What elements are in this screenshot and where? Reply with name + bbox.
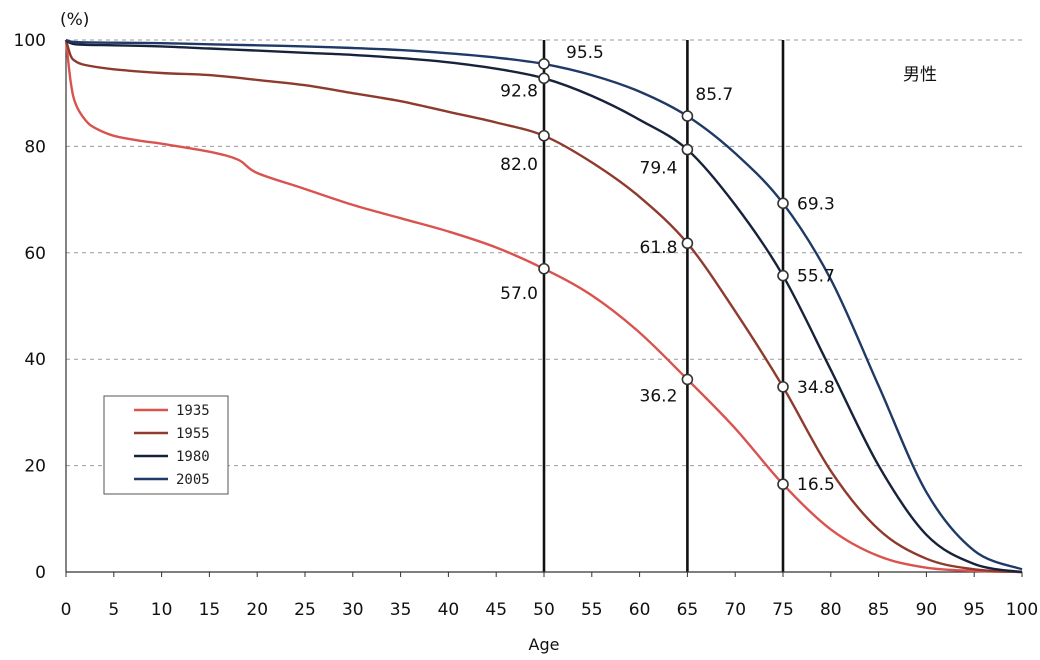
y-tick-label: 20	[24, 457, 46, 477]
x-tick-label: 10	[151, 600, 173, 620]
data-label: 92.8	[500, 81, 538, 101]
legend-label-1980: 1980	[176, 449, 210, 465]
panel-label: 男性	[903, 65, 937, 85]
data-label: 69.3	[797, 194, 835, 214]
annotation-labels: 95.5 92.8 82.0 57.0 85.7 79.4 61.8 36.2 69.3 55.7…	[500, 43, 835, 495]
x-tick-label: 35	[390, 600, 412, 620]
data-label: 57.0	[500, 284, 538, 304]
y-unit-label: (%)	[60, 10, 89, 30]
point-marker	[777, 269, 789, 282]
y-tick-label: 60	[24, 244, 46, 264]
x-tick-label: 45	[485, 600, 507, 620]
x-tick-label: 55	[581, 600, 603, 620]
series-line-1935	[64, 39, 1023, 574]
x-ticks: 0 5 10 15 20 25 30 35 40 45 50 55 60 65 70 75 80 85 90 95 10…	[61, 572, 1038, 620]
x-tick-label: 40	[438, 600, 460, 620]
x-tick-label: 50	[533, 600, 555, 620]
y-tick-label: 0	[35, 563, 46, 583]
data-label: 36.2	[640, 386, 678, 406]
x-tick-label: 100	[1006, 600, 1038, 620]
x-tick-label: 20	[246, 600, 268, 620]
x-tick-label: 85	[868, 600, 890, 620]
point-marker	[538, 262, 550, 275]
x-tick-label: 70	[724, 600, 746, 620]
data-label: 16.5	[797, 475, 835, 495]
y-tick-label: 100	[14, 31, 46, 51]
legend-items: 1935 1955 1980 2005	[134, 403, 210, 488]
legend-label-2005: 2005	[176, 472, 210, 488]
point-marker	[681, 237, 694, 250]
data-label: 34.8	[797, 378, 835, 398]
x-tick-label: 80	[820, 600, 842, 620]
data-label: 55.7	[797, 267, 835, 287]
point-marker	[681, 110, 694, 122]
data-label: 61.8	[640, 238, 678, 258]
x-tick-label: 95	[963, 600, 985, 620]
x-tick-label: 90	[916, 600, 938, 620]
data-label: 82.0	[500, 155, 538, 175]
annotation-markers	[538, 58, 789, 491]
legend: 1935 1955 1980 2005	[103, 395, 229, 495]
point-marker	[538, 129, 550, 142]
x-tick-label: 65	[677, 600, 699, 620]
y-tick-label: 80	[24, 137, 46, 157]
x-tick-label: 15	[199, 600, 221, 620]
point-marker	[538, 72, 550, 85]
data-label: 95.5	[566, 43, 604, 63]
y-tick-label: 40	[24, 350, 46, 370]
series-line-1955	[64, 39, 1023, 574]
x-tick-label: 75	[772, 600, 794, 620]
point-marker	[681, 373, 694, 386]
legend-label-1955: 1955	[176, 426, 210, 442]
x-tick-label: 5	[108, 600, 119, 620]
legend-box	[103, 395, 229, 495]
legend-label-1935: 1935	[176, 403, 210, 419]
y-ticks: 0 20 40 60 80 100	[14, 31, 46, 583]
point-marker	[777, 381, 789, 393]
point-marker	[681, 143, 694, 156]
x-tick-label: 0	[61, 600, 72, 620]
x-tick-label: 60	[629, 600, 651, 620]
x-axis-title: Age	[529, 635, 560, 654]
x-tick-label: 30	[342, 600, 364, 620]
x-tick-label: 25	[294, 600, 316, 620]
data-label: 85.7	[695, 85, 733, 105]
point-marker	[777, 197, 789, 210]
data-label: 79.4	[640, 159, 678, 179]
point-marker	[777, 478, 789, 491]
point-marker	[538, 58, 550, 70]
reference-lines	[542, 40, 785, 572]
